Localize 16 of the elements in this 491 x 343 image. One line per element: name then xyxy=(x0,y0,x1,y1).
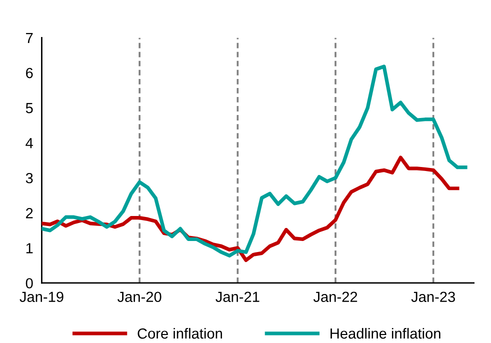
y-tick-label: 6 xyxy=(26,68,33,78)
y-tick-label: 5 xyxy=(26,103,33,114)
x-tick-label: Jan-20 xyxy=(118,292,162,302)
x-tick-label: Jan-22 xyxy=(313,292,358,302)
x-tick-label: Jan-21 xyxy=(216,292,260,302)
x-tick-label: Jan-19 xyxy=(20,292,64,302)
legend-label: Headline inflation xyxy=(330,328,440,339)
y-tick-label: 1 xyxy=(26,243,33,254)
y-tick-label: 2 xyxy=(26,208,33,218)
y-tick-label: 3 xyxy=(26,172,33,184)
y-tick-label: 4 xyxy=(26,138,33,148)
y-tick-label: 0 xyxy=(26,278,33,288)
x-tick-label: Jan-23 xyxy=(411,292,455,302)
line-series xyxy=(42,64,468,258)
legend-label: Core inflation xyxy=(138,328,222,339)
y-tick-label: 7 xyxy=(26,32,33,44)
